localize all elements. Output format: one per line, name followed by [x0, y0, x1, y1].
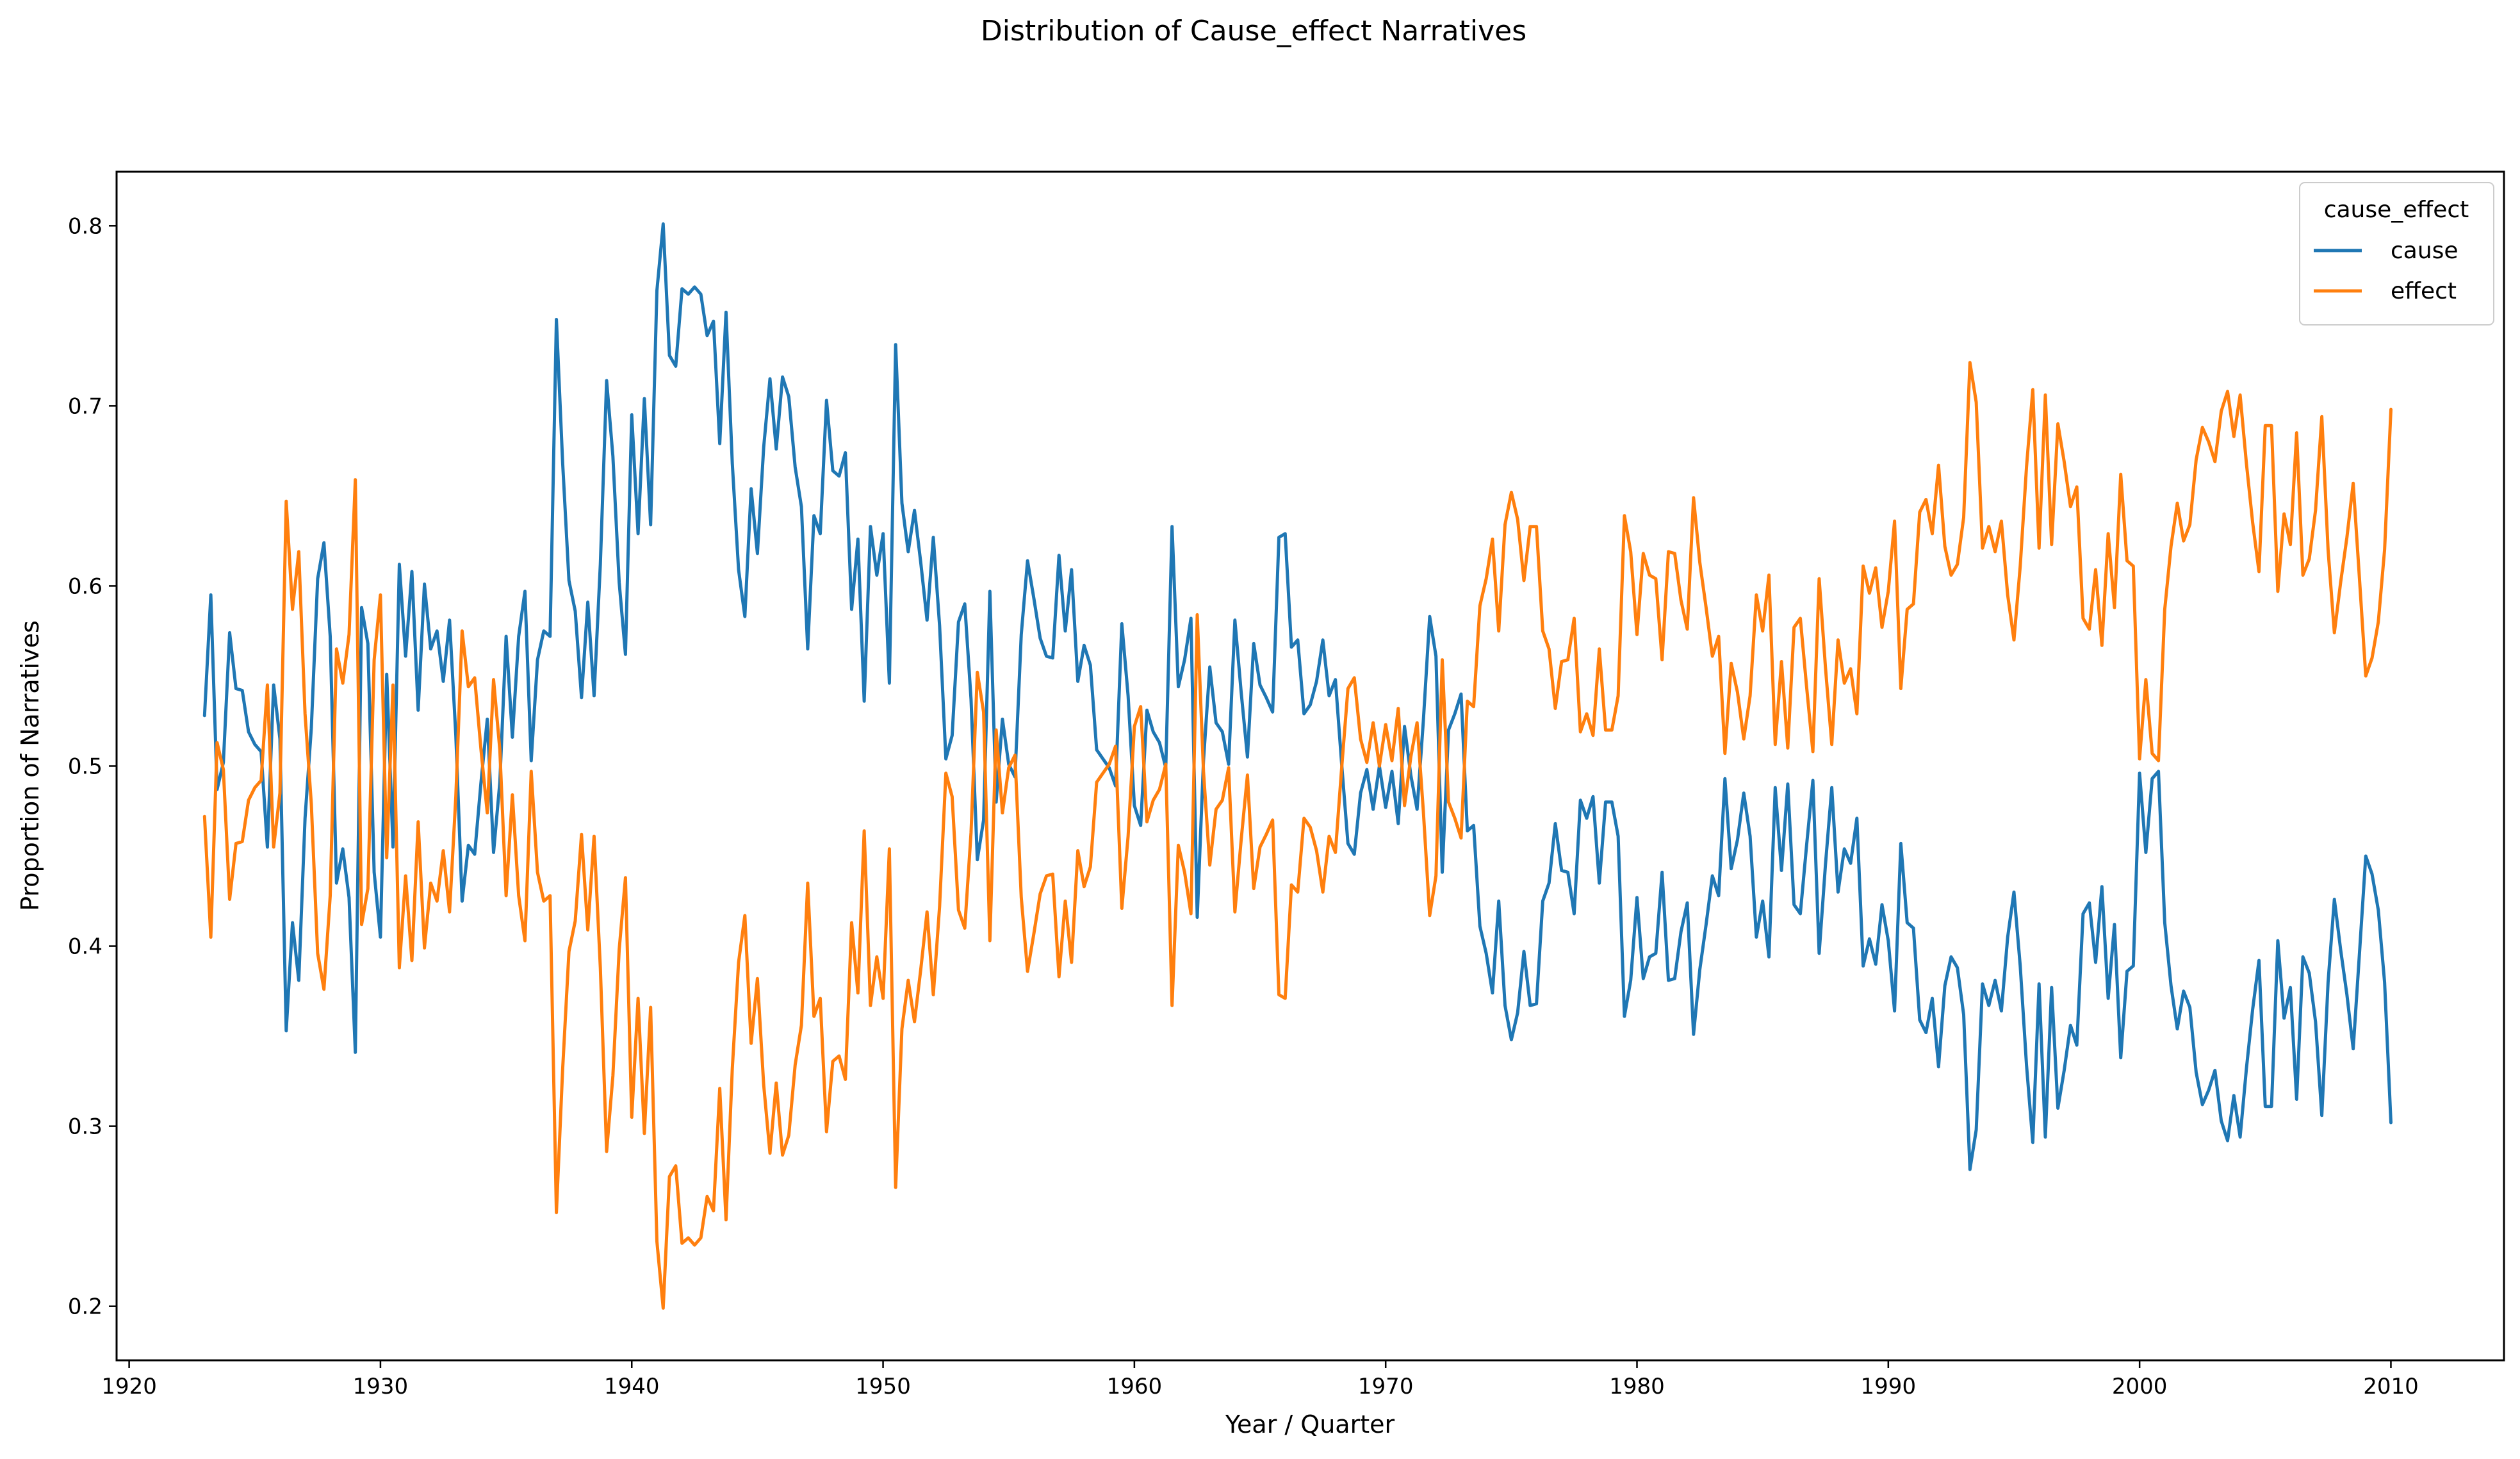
y-axis-ticks: 0.2 0.3 0.4 0.5 0.6 0.7 0.8	[68, 213, 117, 1320]
y-axis-label: Proportion of Narratives	[16, 620, 44, 911]
x-tick-label: 2010	[2363, 1374, 2419, 1399]
x-tick-label: 1930	[353, 1374, 409, 1399]
x-tick-label: 1970	[1358, 1374, 1414, 1399]
y-tick-label: 0.5	[68, 754, 102, 780]
x-axis-label: Year / Quarter	[1225, 1410, 1395, 1438]
x-tick-label: 1920	[101, 1374, 157, 1399]
y-tick-label: 0.4	[68, 934, 102, 960]
y-tick-label: 0.7	[68, 393, 102, 419]
x-tick-label: 1980	[1609, 1374, 1665, 1399]
x-axis-ticks: 1920 1930 1940 1950 1960 1970 1980 1990 2000 2010	[101, 1360, 2419, 1399]
series-line-cause	[202, 222, 2393, 1171]
x-tick-label: 2000	[2112, 1374, 2168, 1399]
y-tick-label: 0.3	[68, 1114, 102, 1140]
plot-frame	[115, 170, 2505, 1362]
legend-entry-effect: effect	[2391, 278, 2457, 304]
plot-area: 1920 1930 1940 1950 1960 1970 1980 1990 2000 2010…	[68, 170, 2505, 1399]
x-tick-label: 1940	[604, 1374, 660, 1399]
legend: cause_effect cause effect	[2299, 182, 2494, 326]
legend-entry-cause: cause	[2391, 238, 2459, 264]
chart-title: Distribution of Cause_effect Narratives	[981, 15, 1526, 47]
x-tick-label: 1990	[1861, 1374, 1917, 1399]
series-layer	[202, 222, 2393, 1310]
legend-title: cause_effect	[2324, 197, 2469, 223]
y-tick-label: 0.2	[68, 1294, 102, 1320]
series-line-effect	[202, 361, 2393, 1310]
y-tick-label: 0.6	[68, 573, 102, 599]
x-tick-label: 1950	[855, 1374, 911, 1399]
x-tick-label: 1960	[1107, 1374, 1163, 1399]
y-tick-label: 0.8	[68, 213, 102, 239]
